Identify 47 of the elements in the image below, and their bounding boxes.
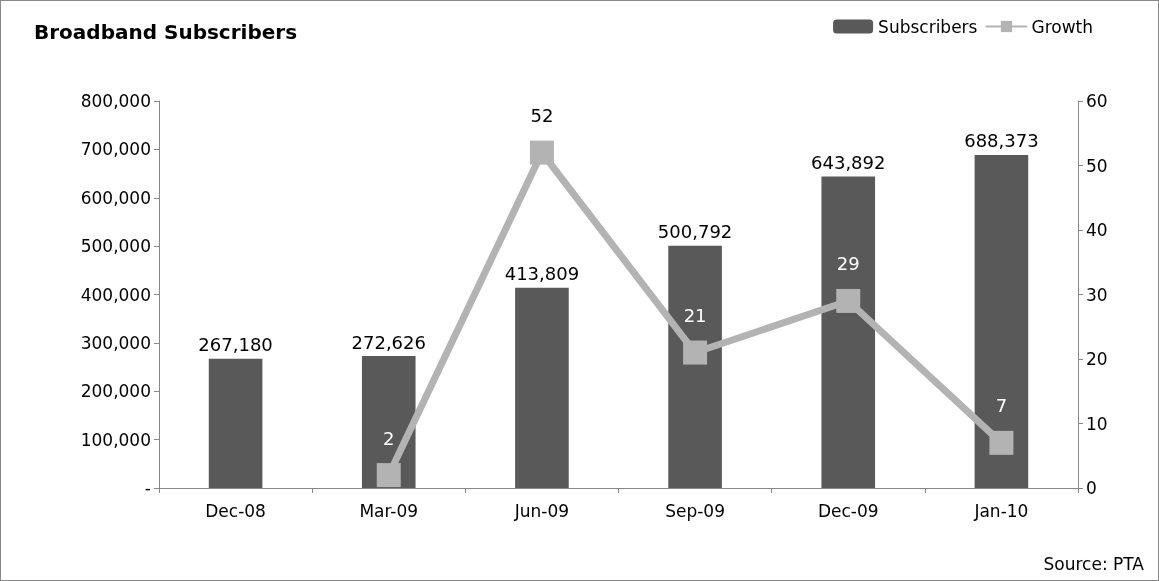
data-label: 643,892 [811,152,886,174]
x-tick-label: Dec-09 [817,500,879,521]
y-tick-label: 300,000 [80,332,151,353]
x-tick-label: Jun-09 [513,500,570,521]
x-tick-label: Jan-10 [973,500,1029,521]
data-label: 272,626 [351,331,426,353]
legend-label: Subscribers [878,16,978,37]
y-tick-label: 700,000 [80,139,151,160]
y2-tick-label: 50 [1086,155,1108,176]
y2-tick-label: 20 [1086,349,1108,369]
y-tick-label: 600,000 [80,187,151,208]
point [376,463,401,488]
point [683,340,708,365]
data-label: 52 [530,105,554,127]
data-label: 267,180 [198,334,273,356]
y2-tick-label: 60 [1086,91,1108,111]
x-tick-label: Mar-09 [359,500,419,521]
data-label: 7 [995,395,1008,417]
y2-tick-label: 10 [1086,413,1108,434]
y2-tick-label: 30 [1086,284,1108,305]
x-tick-label: Sep-09 [665,500,725,521]
y-tick-label: 500,000 [80,236,151,257]
bar [821,176,876,488]
data-label: 21 [683,305,707,327]
y-tick-label: 400,000 [80,284,151,305]
data-label: 413,809 [504,263,580,285]
chart-title: Broadband Subscribers [34,20,298,44]
y2-tick-label: 0 [1086,478,1097,498]
y-tick-label: 100,000 [80,429,151,450]
point [836,288,861,313]
point [529,140,554,165]
bar [974,155,1029,488]
legend-label: Growth [1031,16,1094,37]
data-label: 688,373 [964,130,1039,152]
source-note: Source: PTA [1043,553,1145,574]
data-label: 2 [383,427,395,449]
y-tick-label: 200,000 [80,381,151,402]
bar [515,287,569,488]
data-label: 500,792 [657,221,733,243]
bar [208,358,263,488]
bar [668,245,722,488]
y-tick-label: - [144,478,151,498]
x-tick-label: Dec-08 [205,500,266,521]
y2-tick-label: 40 [1086,220,1108,240]
point [989,430,1014,455]
y-tick-label: 800,000 [80,91,151,111]
data-label: 29 [836,253,860,275]
